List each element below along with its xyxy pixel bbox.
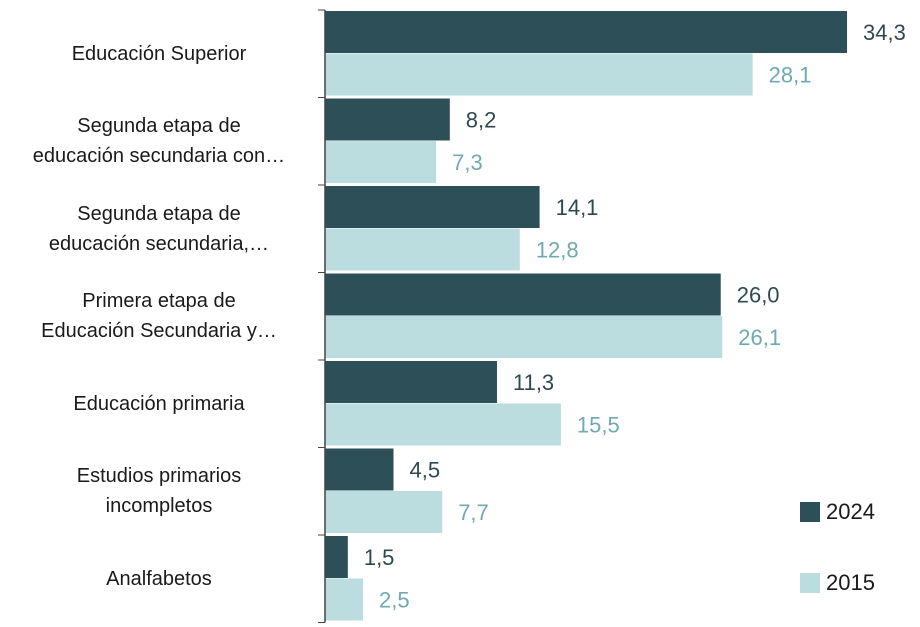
value-label: 34,3 — [863, 20, 906, 45]
bar — [325, 578, 364, 621]
value-label: 28,1 — [769, 62, 812, 87]
legend-swatch — [800, 573, 820, 593]
category-label: Educación Superior — [71, 42, 247, 65]
value-label: 8,2 — [466, 107, 497, 132]
legend-label: 2024 — [826, 499, 875, 524]
bar — [325, 11, 848, 53]
value-label: 1,5 — [364, 545, 395, 570]
value-label: 14,1 — [556, 195, 599, 220]
value-label: 12,8 — [536, 237, 579, 262]
bar — [325, 448, 394, 491]
bar — [325, 361, 497, 403]
value-label: 26,1 — [738, 325, 781, 350]
category-label: Educación primaria — [73, 392, 245, 415]
bar — [325, 403, 561, 446]
bar — [325, 491, 443, 533]
value-label: 7,7 — [458, 500, 489, 525]
bar — [325, 53, 753, 96]
category-label: Analfabetos — [106, 567, 212, 590]
value-label: 11,3 — [513, 370, 554, 395]
category-label: Estudios primarios incompletos — [76, 465, 242, 518]
category-label: Primera etapa de Educación Secundaria y… — [41, 290, 277, 343]
bar — [325, 98, 450, 141]
legend-swatch — [800, 502, 820, 522]
value-label: 4,5 — [409, 457, 440, 482]
category-label: Segunda etapa de educación secundaria co… — [32, 115, 286, 168]
bar — [325, 536, 348, 578]
value-label: 7,3 — [452, 150, 483, 175]
legend-label: 2015 — [826, 570, 875, 595]
bar — [325, 186, 540, 228]
value-label: 26,0 — [737, 282, 780, 307]
bar — [325, 316, 723, 358]
bar — [325, 141, 437, 183]
value-label: 15,5 — [577, 412, 620, 437]
bar — [325, 273, 721, 316]
bar — [325, 228, 520, 271]
category-label: Segunda etapa de educación secundaria,… — [48, 202, 270, 255]
value-label: 2,5 — [379, 587, 410, 612]
